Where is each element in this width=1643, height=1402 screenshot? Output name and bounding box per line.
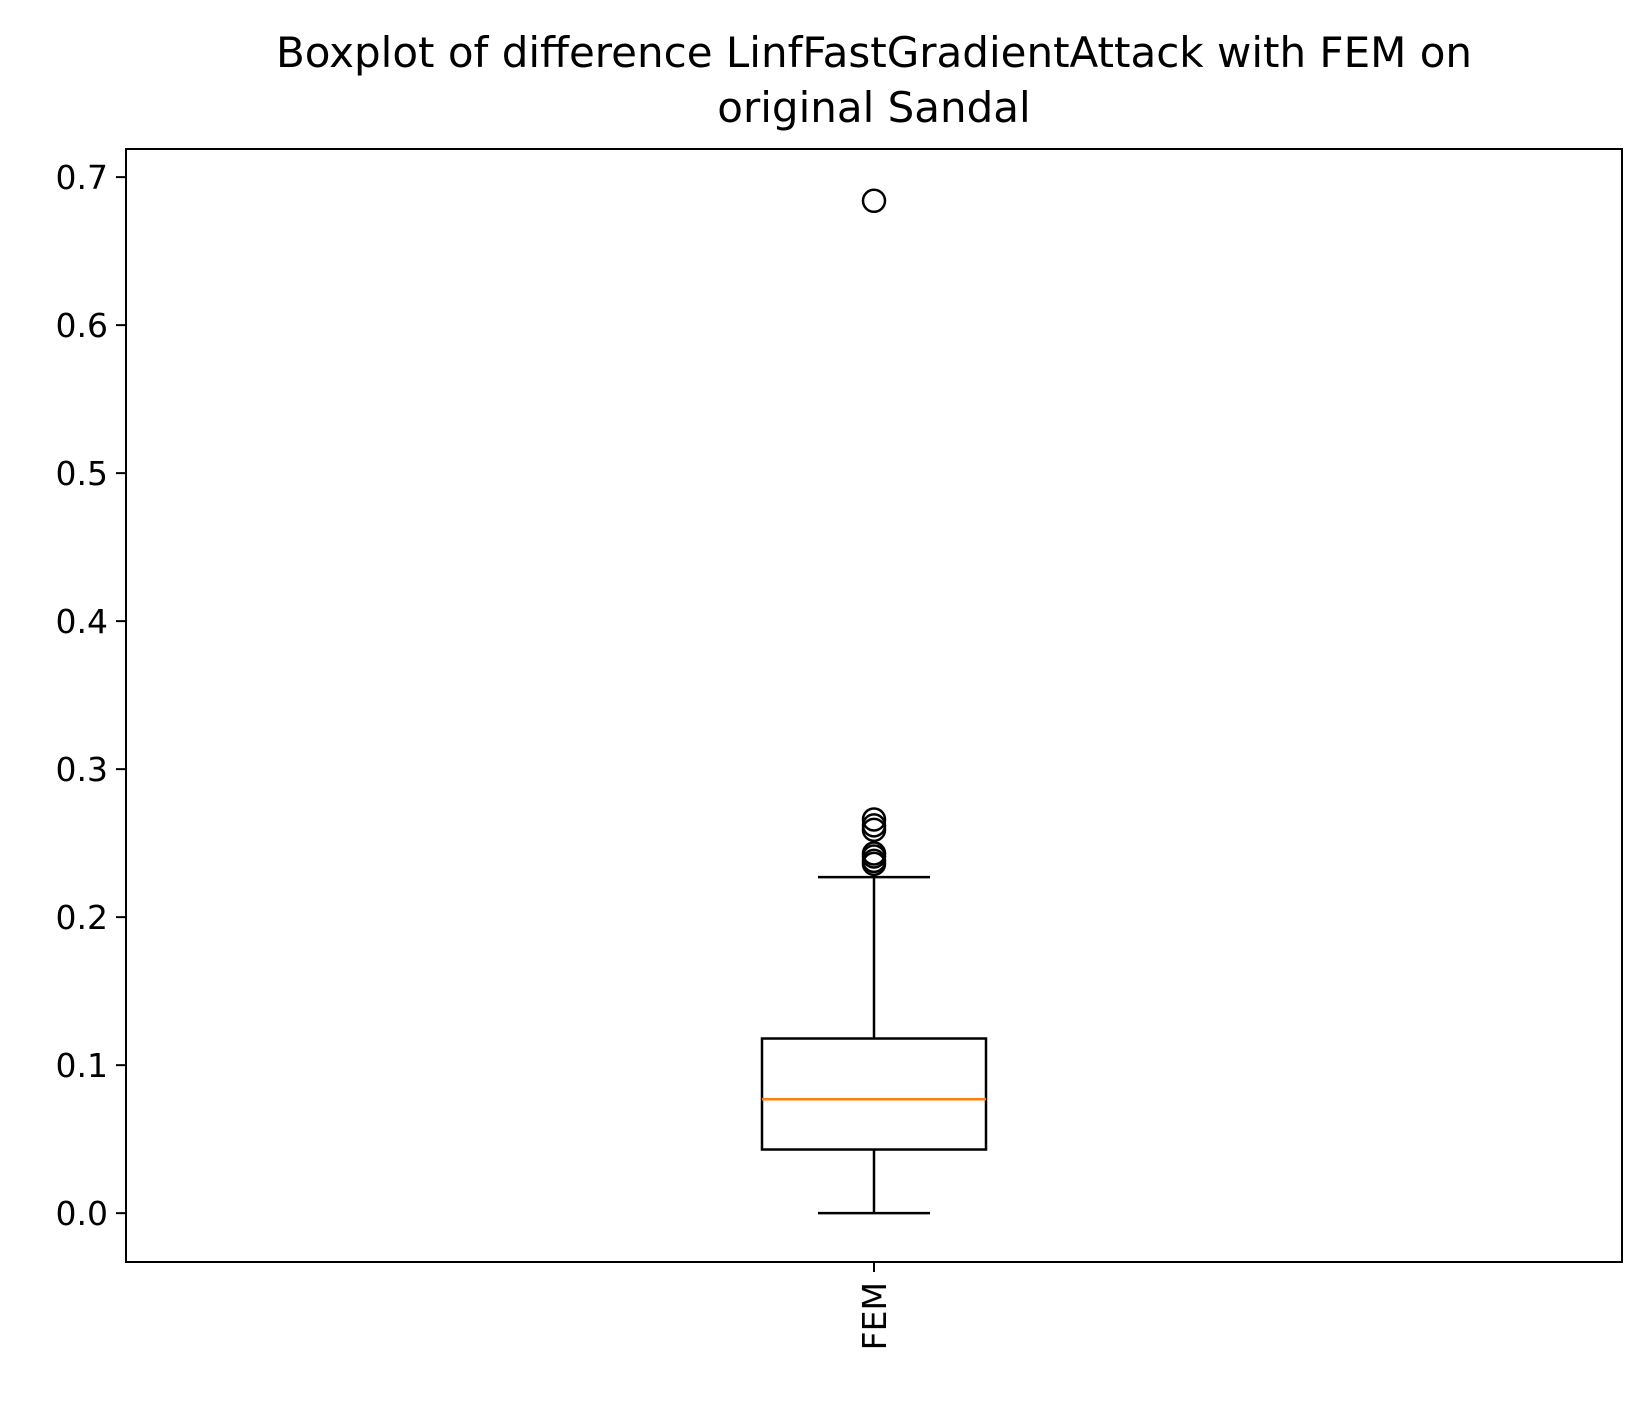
y-tick-label: 0.1 [56, 1046, 108, 1085]
chart-title-line-1: Boxplot of difference LinfFastGradientAt… [276, 28, 1472, 77]
iqr-box [760, 1037, 988, 1151]
outlier-point [861, 807, 887, 832]
y-tick-label: 0.0 [56, 1194, 108, 1233]
y-tick-label: 0.3 [56, 750, 108, 789]
outlier-point [861, 813, 887, 838]
outlier-point [861, 188, 887, 214]
x-tick-label: FEM [855, 1282, 894, 1350]
chart-title-line-2: original Sandal [717, 83, 1030, 132]
box-group [760, 188, 988, 1215]
y-tick-label: 0.7 [56, 158, 108, 197]
y-tick-label: 0.4 [56, 602, 108, 641]
y-tick-label: 0.2 [56, 898, 108, 937]
y-tick-label: 0.5 [56, 454, 108, 493]
y-tick-label: 0.6 [56, 306, 108, 345]
plot-area: 0.0 0.1 0.2 0.3 0.4 0.5 0.6 0.7 FEM [56, 158, 988, 1350]
axes-frame [125, 148, 1623, 1263]
outlier-point [861, 841, 887, 866]
